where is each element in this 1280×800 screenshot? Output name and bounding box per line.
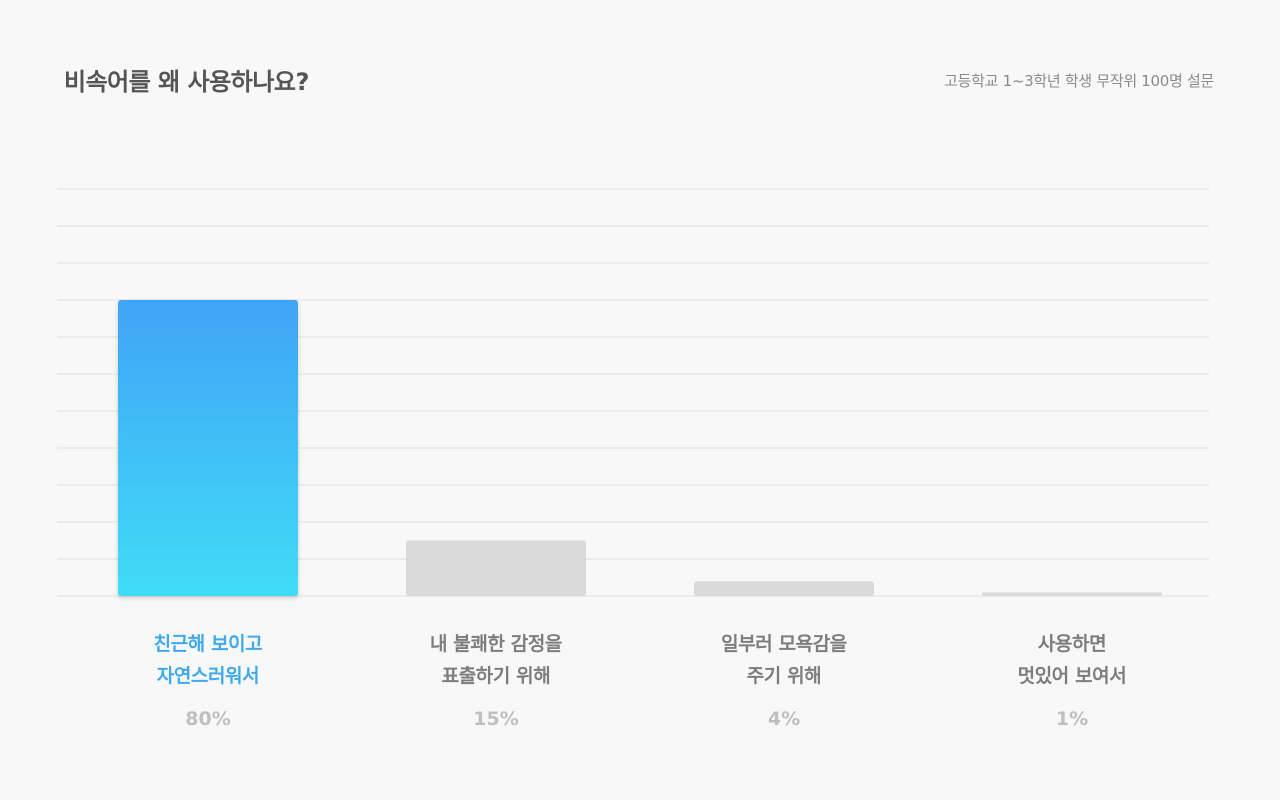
category-label-2: 일부러 모욕감을 주기 위해 [654,628,914,692]
chart-subtitle: 고등학교 1~3학년 학생 무작위 100명 설문 [944,72,1214,90]
bar-3 [982,592,1162,596]
category-label-3-line-1: 사용하면 [1037,633,1107,655]
category-label-0-line-1: 친근해 보이고 [153,633,263,655]
category-label-2-line-2: 주기 위해 [746,665,822,687]
bar-2 [694,581,874,596]
bar-1 [406,540,586,596]
chart-title: 비속어를 왜 사용하나요? [64,68,309,96]
category-label-3-line-2: 멋있어 보여서 [1017,665,1127,687]
category-label-1: 내 불쾌한 감정을 표출하기 위해 [366,628,626,692]
category-label-1-line-1: 내 불쾌한 감정을 [430,633,562,655]
category-label-1-line-2: 표출하기 위해 [441,665,551,687]
category-label-0-line-2: 자연스러워서 [156,665,260,687]
category-label-2-line-1: 일부러 모욕감을 [721,633,847,655]
value-label-1: 15% [473,708,519,730]
category-label-3: 사용하면 멋있어 보여서 [942,628,1202,692]
value-label-0: 80% [185,708,231,730]
value-label-2: 4% [767,708,801,730]
value-label-3: 1% [1055,708,1089,730]
category-label-0: 친근해 보이고 자연스러워서 [78,628,338,692]
bar-0 [118,300,298,596]
